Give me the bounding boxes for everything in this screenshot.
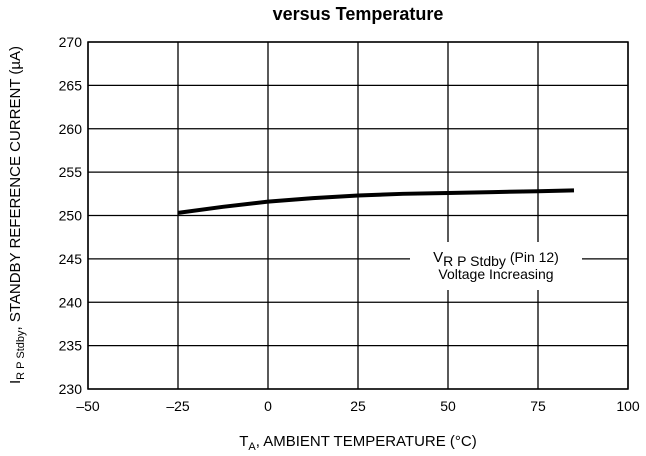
chart-title: versus Temperature: [273, 4, 444, 24]
annotation-line1: VR P Stdby (Pin 12): [433, 249, 559, 269]
y-tick-label: 245: [59, 251, 83, 267]
y-label-main: I: [7, 380, 24, 384]
y-tick-label: 265: [59, 77, 83, 93]
plot-border: [87, 41, 629, 390]
annotation-line2: Voltage Increasing: [438, 266, 553, 282]
x-tick-label: 50: [440, 398, 456, 414]
annotation-main: V: [433, 249, 443, 266]
grid: [87, 41, 629, 390]
x-tick-label: 0: [264, 398, 272, 414]
y-tick-label: 240: [59, 294, 83, 310]
x-tick-label: 25: [350, 398, 366, 414]
x-tick-label: 75: [530, 398, 546, 414]
x-label-rest: , AMBIENT TEMPERATURE (°C): [256, 433, 477, 450]
y-tick-label: 260: [59, 121, 83, 137]
y-tick-label: 230: [59, 381, 83, 397]
x-tick-label: 100: [616, 398, 640, 414]
x-tick-label: –25: [166, 398, 190, 414]
annotation-sub: R P Stdby: [443, 253, 506, 269]
y-axis-label: IR P Stdby, STANDBY REFERENCE CURRENT (µ…: [7, 46, 27, 384]
x-axis-label: TA, AMBIENT TEMPERATURE (°C): [239, 433, 477, 453]
x-label-sub: A: [248, 441, 256, 453]
x-tick-label: –50: [76, 398, 100, 414]
y-tick-label: 250: [59, 208, 83, 224]
y-label-sub: R P Stdby: [15, 330, 27, 380]
y-tick-label: 255: [59, 164, 83, 180]
y-label-rest: , STANDBY REFERENCE CURRENT (µA): [7, 46, 24, 331]
y-tick-label: 270: [59, 34, 83, 50]
y-tick-label: 235: [59, 338, 83, 354]
annotation-background: [410, 242, 582, 290]
data-line: [177, 188, 575, 215]
x-label-main: T: [239, 433, 248, 450]
annotation-rest: (Pin 12): [506, 249, 559, 265]
